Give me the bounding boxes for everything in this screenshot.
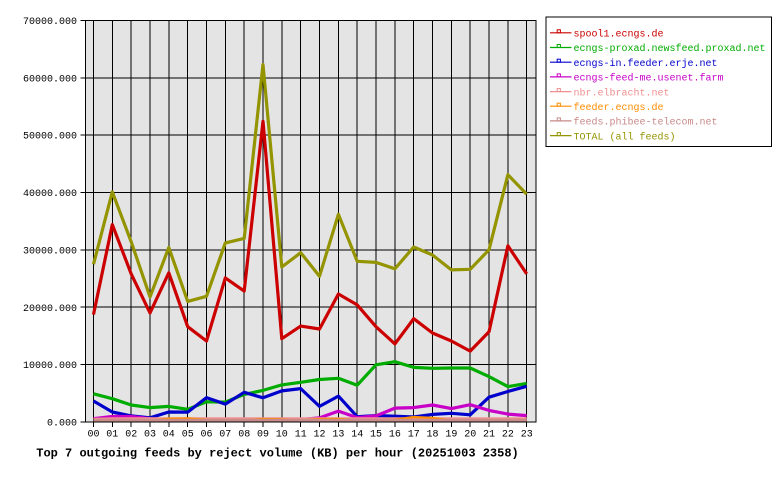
svg-text:22: 22	[502, 430, 514, 441]
svg-text:0.000: 0.000	[47, 419, 77, 430]
svg-text:07: 07	[219, 430, 231, 441]
svg-text:20000.000: 20000.000	[23, 304, 77, 315]
svg-text:18: 18	[426, 430, 438, 441]
svg-text:09: 09	[257, 430, 269, 441]
svg-text:20: 20	[464, 430, 476, 441]
svg-text:02: 02	[125, 430, 137, 441]
svg-text:10: 10	[276, 430, 288, 441]
svg-text:06: 06	[200, 430, 212, 441]
svg-text:nbr.elbracht.net: nbr.elbracht.net	[574, 87, 670, 99]
svg-text:14: 14	[351, 430, 363, 441]
svg-text:17: 17	[408, 430, 420, 441]
svg-text:11: 11	[295, 430, 307, 441]
svg-text:ecngs-in.feeder.erje.net: ecngs-in.feeder.erje.net	[574, 58, 718, 70]
svg-text:40000.000: 40000.000	[23, 189, 77, 200]
svg-text:19: 19	[445, 430, 457, 441]
svg-text:15: 15	[370, 430, 382, 441]
svg-text:01: 01	[106, 430, 118, 441]
svg-text:10000.000: 10000.000	[23, 361, 77, 372]
svg-text:Top 7 outgoing feeds by reject: Top 7 outgoing feeds by reject volume (K…	[36, 447, 518, 461]
svg-text:21: 21	[483, 430, 495, 441]
svg-text:00: 00	[87, 430, 99, 441]
svg-text:50000.000: 50000.000	[23, 132, 77, 143]
svg-text:TOTAL (all feeds): TOTAL (all feeds)	[574, 131, 676, 143]
svg-text:13: 13	[332, 430, 344, 441]
svg-text:70000.000: 70000.000	[23, 17, 77, 28]
svg-text:feeder.ecngs.de: feeder.ecngs.de	[574, 102, 664, 114]
svg-text:spool1.ecngs.de: spool1.ecngs.de	[574, 29, 664, 41]
svg-text:03: 03	[144, 430, 156, 441]
svg-text:ecngs-proxad.newsfeed.proxad.n: ecngs-proxad.newsfeed.proxad.net	[574, 43, 766, 55]
svg-text:23: 23	[521, 430, 533, 441]
svg-text:12: 12	[313, 430, 325, 441]
svg-text:30000.000: 30000.000	[23, 246, 77, 257]
svg-text:05: 05	[182, 430, 194, 441]
svg-text:ecngs-feed-me.usenet.farm: ecngs-feed-me.usenet.farm	[574, 73, 724, 85]
svg-text:04: 04	[163, 430, 175, 441]
svg-text:60000.000: 60000.000	[23, 74, 77, 85]
svg-text:16: 16	[389, 430, 401, 441]
svg-text:08: 08	[238, 430, 250, 441]
svg-text:feeds.phibee-telecom.net: feeds.phibee-telecom.net	[574, 117, 718, 129]
